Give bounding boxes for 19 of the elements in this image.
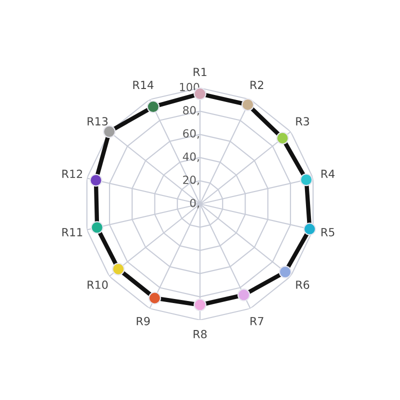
y-tick-label: 20, xyxy=(183,176,199,186)
spoke-label: R3 xyxy=(296,117,309,126)
spoke-label: R5 xyxy=(321,228,334,236)
y-tick-label: 80, xyxy=(183,106,199,116)
spoke-label: R7 xyxy=(250,317,264,326)
spoke-label: R9 xyxy=(136,316,150,326)
spoke-label: R8 xyxy=(194,330,207,338)
spoke-label: R1 xyxy=(194,68,206,76)
spoke-label: R4 xyxy=(321,170,335,178)
spoke-label: R14 xyxy=(133,80,154,89)
spoke-label: R2 xyxy=(250,80,264,89)
y-tick-label: 0, xyxy=(190,198,199,208)
spoke-label: R12 xyxy=(62,170,82,178)
spoke-label: R13 xyxy=(88,117,108,126)
y-tick-label: 60, xyxy=(183,129,199,139)
spoke-label: R6 xyxy=(296,280,310,289)
spoke-label: R11 xyxy=(62,228,82,236)
y-tick-label: 40, xyxy=(182,152,199,162)
spoke-label: R10 xyxy=(88,280,108,289)
